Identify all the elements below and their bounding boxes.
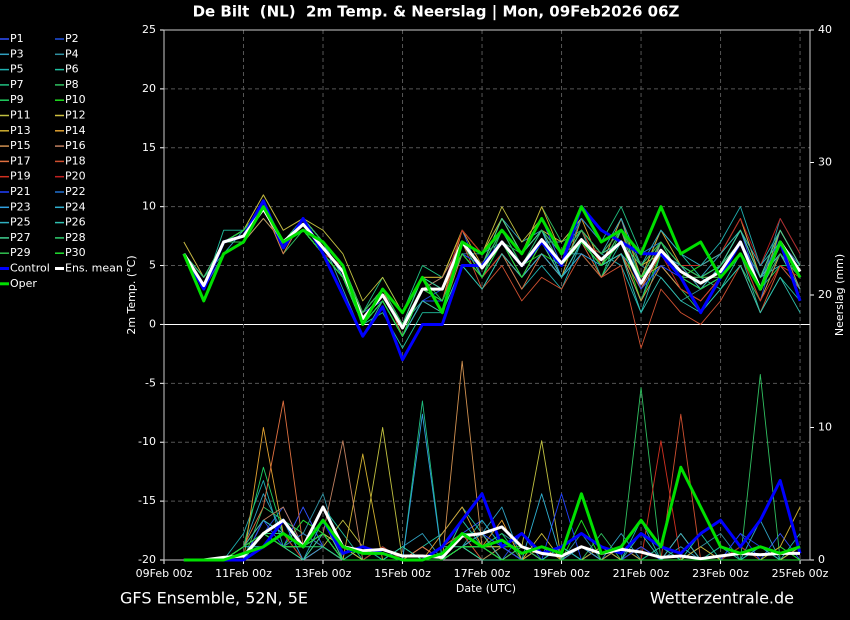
legend-label: Control (10, 262, 50, 275)
temp-line (182, 205, 802, 326)
y-tick-label: 10 (142, 200, 156, 213)
y-tick-label: 15 (142, 141, 156, 154)
y2-tick-label: 0 (818, 553, 825, 566)
footer-left: GFS Ensemble, 52N, 5E (120, 589, 308, 608)
legend-label: P10 (65, 93, 86, 106)
legend-label: P26 (65, 216, 86, 229)
legend-label: P1 (10, 32, 24, 45)
y2-tick-label: 10 (818, 421, 832, 434)
y-tick-label: 0 (149, 317, 156, 330)
x-tick-label: 23Feb 00z (692, 567, 749, 580)
legend-label: Ens. mean (65, 262, 123, 275)
legend-label: P18 (65, 154, 86, 167)
legend-label: P24 (65, 200, 86, 213)
y2-axis-label: Neerslag (mm) (833, 254, 846, 336)
precip-line (183, 465, 801, 562)
footer-right: Wetterzentrale.de (650, 589, 794, 608)
y2-tick-label: 40 (818, 23, 832, 36)
y-tick-label: 20 (142, 82, 156, 95)
precip-line (183, 400, 801, 561)
precip-line (183, 505, 801, 562)
legend-label: P20 (65, 170, 86, 183)
legend-label: P4 (65, 47, 79, 60)
x-tick-label: 17Feb 00z (454, 567, 511, 580)
y-tick-label: 5 (149, 259, 156, 272)
legend-label: P12 (65, 109, 86, 122)
y-tick-label: -5 (145, 376, 156, 389)
legend-label: P30 (65, 246, 86, 259)
legend-label: P2 (65, 32, 79, 45)
x-tick-label: 11Feb 00z (215, 567, 272, 580)
legend-label: P15 (10, 139, 31, 152)
legend-label: P23 (10, 200, 31, 213)
y-tick-label: -10 (138, 435, 156, 448)
legend-label: P7 (10, 78, 24, 91)
legend-label: P3 (10, 47, 24, 60)
y-tick-label: -15 (138, 494, 156, 507)
legend-label: P19 (10, 170, 31, 183)
legend-label: P16 (65, 139, 86, 152)
y2-tick-label: 20 (818, 288, 832, 301)
legend-label: P21 (10, 185, 31, 198)
precip-line (183, 493, 801, 561)
precip-line (183, 374, 801, 561)
x-tick-label: 13Feb 00z (295, 567, 352, 580)
precip-line (183, 493, 801, 561)
legend-label: P25 (10, 216, 31, 229)
legend-label: P22 (65, 185, 86, 198)
y-axis-label: 2m Temp. (°C) (125, 255, 138, 334)
x-tick-label: 19Feb 00z (533, 567, 590, 580)
legend-label: P6 (65, 63, 79, 76)
x-tick-label: 21Feb 00z (613, 567, 670, 580)
precip-line (183, 533, 801, 561)
plot-frame (163, 29, 811, 561)
precip-line (183, 493, 801, 561)
precip-line (183, 493, 801, 561)
legend-label: P8 (65, 78, 79, 91)
y2-tick-label: 30 (818, 156, 832, 169)
x-tick-label: 25Feb 00z (772, 567, 829, 580)
y-tick-label: 25 (142, 23, 156, 36)
legend-label: P29 (10, 246, 31, 259)
chart-title: De Bilt (NL) 2m Temp. & Neerslag | Mon, … (193, 3, 680, 22)
legend-label: P17 (10, 154, 31, 167)
x-tick-label: 15Feb 00z (374, 567, 431, 580)
x-tick-label: 09Feb 00z (136, 567, 193, 580)
legend-label: P28 (65, 231, 86, 244)
legend-label: Oper (10, 277, 37, 290)
y-tick-label: -20 (138, 553, 156, 566)
legend-label: P14 (65, 124, 86, 137)
x-axis-label: Date (UTC) (456, 582, 516, 595)
legend-label: P11 (10, 109, 31, 122)
legend-label: P27 (10, 231, 31, 244)
legend-label: P9 (10, 93, 24, 106)
precip-line (183, 400, 801, 561)
legend-label: P13 (10, 124, 31, 137)
legend-label: P5 (10, 63, 24, 76)
